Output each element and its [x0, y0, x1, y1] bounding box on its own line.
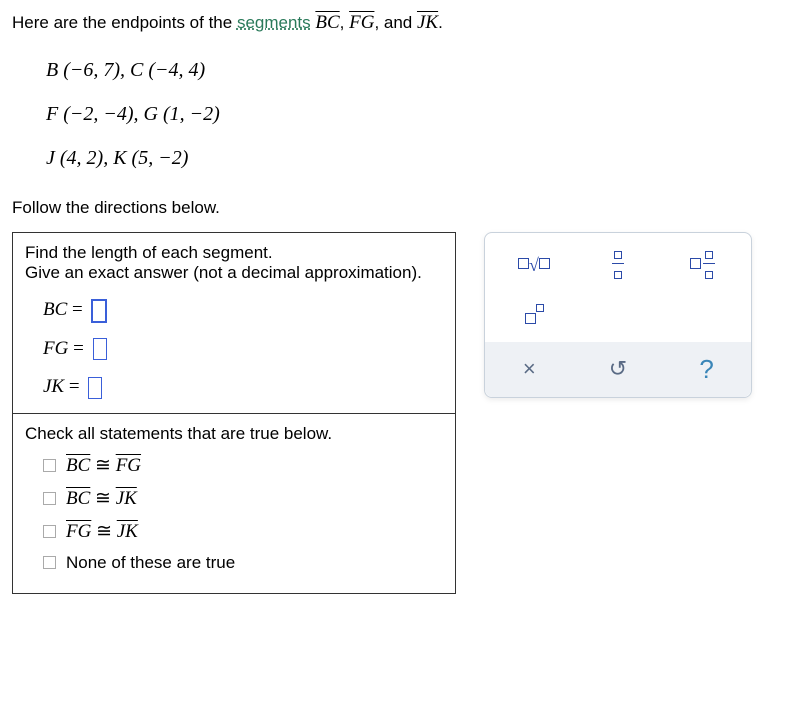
tool-bottom-row: × ↺ ? — [485, 342, 751, 397]
segments-link[interactable]: segments — [237, 13, 311, 32]
check-row-1: BC ≅ FG — [43, 454, 443, 477]
check-section: Check all statements that are true below… — [13, 413, 455, 593]
tool-sqrt[interactable]: √ — [499, 253, 569, 274]
jk-input[interactable] — [88, 377, 102, 399]
math-tool-panel: √ × ↺ ? — [484, 232, 752, 398]
endpoint-row: F (−2, −4), G (1, −2) — [46, 92, 788, 136]
length-section: Find the length of each segment. Give an… — [13, 233, 455, 413]
checkbox-2[interactable] — [43, 492, 56, 505]
tool-exponent[interactable] — [499, 300, 569, 324]
seg-bc: BC — [315, 12, 339, 33]
checkbox-1[interactable] — [43, 459, 56, 472]
seg-fg: FG — [349, 12, 374, 33]
undo-button[interactable]: ↺ — [574, 356, 662, 382]
section1-line1: Find the length of each segment. — [25, 243, 443, 263]
section1-line2: Give an exact answer (not a decimal appr… — [25, 263, 443, 283]
check-row-2: BC ≅ JK — [43, 487, 443, 510]
endpoint-row: J (4, 2), K (5, −2) — [46, 136, 788, 180]
checkbox-3[interactable] — [43, 525, 56, 538]
question-box: Find the length of each segment. Give an… — [12, 232, 456, 594]
checkbox-none[interactable] — [43, 556, 56, 569]
length-row-jk: JK = — [43, 376, 443, 399]
check-row-none: None of these are true — [43, 553, 443, 573]
fg-input[interactable] — [93, 338, 107, 360]
endpoint-row: B (−6, 7), C (−4, 4) — [46, 48, 788, 92]
section2-title: Check all statements that are true below… — [25, 424, 443, 444]
seg-jk: JK — [417, 12, 438, 33]
help-button[interactable]: ? — [663, 354, 751, 385]
close-button[interactable]: × — [485, 356, 573, 382]
tool-fraction[interactable] — [583, 245, 653, 282]
length-row-fg: FG = — [43, 338, 443, 361]
tool-mixed-fraction[interactable] — [667, 245, 737, 282]
length-row-bc: BC = — [43, 299, 443, 322]
intro-text: Here are the endpoints of the segments B… — [12, 12, 788, 34]
bc-input[interactable] — [92, 300, 106, 322]
endpoints-list: B (−6, 7), C (−4, 4) F (−2, −4), G (1, −… — [46, 48, 788, 180]
follow-directions: Follow the directions below. — [12, 198, 788, 218]
check-row-3: FG ≅ JK — [43, 520, 443, 543]
